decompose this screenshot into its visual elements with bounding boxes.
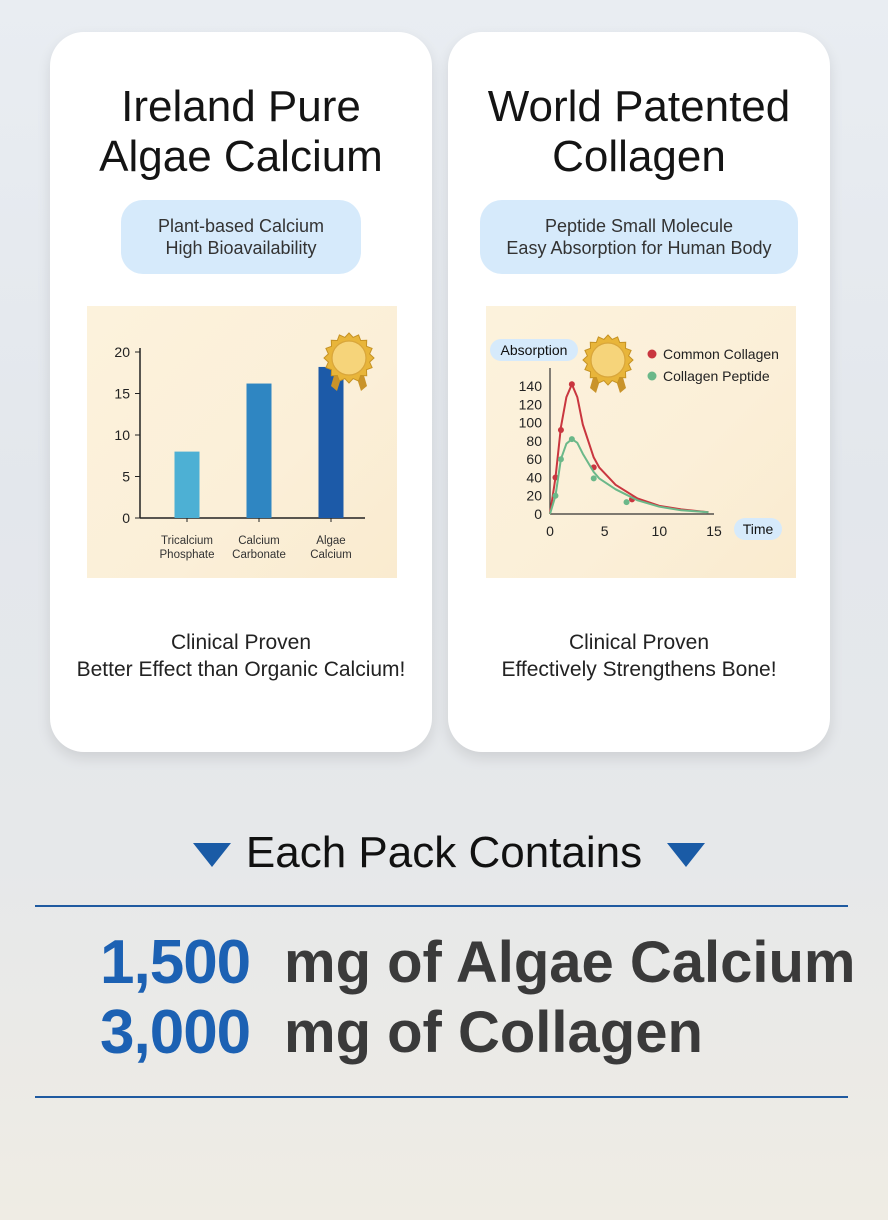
y-tick-label: 120 xyxy=(519,396,543,412)
x-tick-label: 10 xyxy=(652,523,668,539)
footer-line: Better Effect than Organic Calcium! xyxy=(76,658,406,681)
data-point xyxy=(552,492,559,499)
ylabel-pill xyxy=(490,339,578,361)
x-tick-label: Calcium xyxy=(310,549,352,561)
y-tick-label: 20 xyxy=(114,344,130,360)
line-chart-svg: Absorption Time 0 20 40 60 80 100 120 140 0 5 10 15 Co… xyxy=(490,334,782,540)
win-badge-icon xyxy=(582,334,634,393)
data-point xyxy=(568,436,575,443)
collagen-amount-row: 3,000 mg of Collagen xyxy=(100,998,703,1068)
card-footer: Clinical Proven Effectively Strengthens … xyxy=(448,629,830,683)
y-tick-label: 100 xyxy=(519,415,543,431)
x-tick-label: 0 xyxy=(546,523,554,539)
xlabel-pill xyxy=(734,518,782,540)
feature-pill: Plant-based Calcium High Bioavailability xyxy=(121,200,361,274)
triangle-down-icon xyxy=(667,843,705,867)
bar xyxy=(246,383,272,518)
y-axis-label: Absorption xyxy=(501,342,568,358)
feature-pill: Peptide Small Molecule Easy Absorption f… xyxy=(480,200,798,274)
x-tick-label: Algae xyxy=(316,535,345,547)
absorption-line-chart: Absorption Time 0 20 40 60 80 100 120 140 0 5 10 15 Co… xyxy=(486,306,796,578)
amount-label: mg of Algae Calcium xyxy=(284,930,856,995)
x-axis-label: Time xyxy=(743,521,774,537)
triangle-down-icon xyxy=(193,843,231,867)
win-badge-icon xyxy=(323,332,375,391)
calcium-bar-chart: 0 5 10 15 20 Tricalcium Phosphate Calcium Carbon… xyxy=(87,306,397,578)
bar xyxy=(174,451,200,518)
pill-line: Easy Absorption for Human Body xyxy=(506,238,772,258)
y-tick-label: 10 xyxy=(114,427,130,443)
badge-inner xyxy=(331,340,367,376)
data-point xyxy=(557,426,564,433)
x-tick-label: Calcium xyxy=(238,535,280,547)
bar xyxy=(318,366,344,518)
legend-label: Collagen Peptide xyxy=(663,368,770,384)
x-tick-label: Phosphate xyxy=(160,549,215,561)
data-point xyxy=(590,475,597,482)
y-tick-label: 140 xyxy=(519,378,543,394)
bar-chart-svg: 0 5 10 15 20 Tricalcium Phosphate Calcium Carbon… xyxy=(114,332,375,561)
amount-value: 1,500 xyxy=(100,928,251,997)
y-tick-label: 15 xyxy=(114,386,130,402)
footer-line: Clinical Proven xyxy=(568,631,710,654)
amount-value: 3,000 xyxy=(100,998,251,1067)
pack-heading: Each Pack Contains xyxy=(245,828,643,877)
divider xyxy=(35,905,848,907)
x-tick-label: 15 xyxy=(706,523,722,539)
y-tick-label: 0 xyxy=(122,510,130,526)
y-tick-label: 40 xyxy=(526,469,542,485)
amount-label: mg of Collagen xyxy=(284,1000,703,1065)
card-title: Ireland Pure Algae Calcium xyxy=(50,82,432,182)
y-tick-label: 0 xyxy=(534,506,542,522)
footer-line: Clinical Proven xyxy=(170,631,312,654)
algae-calcium-card: Ireland Pure Algae Calcium Plant-based C… xyxy=(50,32,432,752)
y-tick-label: 5 xyxy=(122,469,130,485)
y-tick-label: 20 xyxy=(526,488,542,504)
pill-line: High Bioavailability xyxy=(165,238,317,258)
data-point xyxy=(557,456,564,463)
pill-line: Peptide Small Molecule xyxy=(544,216,734,236)
x-tick-label: Carbonate xyxy=(232,549,286,561)
legend-marker xyxy=(647,371,657,381)
y-tick-label: 80 xyxy=(526,433,542,449)
footer-line: Effectively Strengthens Bone! xyxy=(501,658,777,681)
data-point xyxy=(568,381,575,388)
card-title-line: Ireland Pure xyxy=(121,82,361,131)
pill-line: Plant-based Calcium xyxy=(157,216,325,236)
card-title-line: Algae Calcium xyxy=(99,132,383,181)
x-tick-label: 5 xyxy=(601,523,609,539)
card-title-line: World Patented xyxy=(487,82,791,131)
card-title-line: Collagen xyxy=(552,132,726,181)
divider xyxy=(35,1096,848,1098)
data-point xyxy=(623,499,630,506)
collagen-card: World Patented Collagen Peptide Small Mo… xyxy=(448,32,830,752)
legend-marker xyxy=(647,349,657,359)
x-tick-label: Tricalcium xyxy=(161,535,213,547)
y-tick-label: 60 xyxy=(526,451,542,467)
badge-inner xyxy=(590,342,626,378)
legend-label: Common Collagen xyxy=(663,346,779,362)
card-title: World Patented Collagen xyxy=(448,82,830,182)
series-line xyxy=(549,383,709,515)
calcium-amount-row: 1,500 mg of Algae Calcium xyxy=(100,928,856,998)
card-footer: Clinical Proven Better Effect than Organ… xyxy=(50,629,432,683)
